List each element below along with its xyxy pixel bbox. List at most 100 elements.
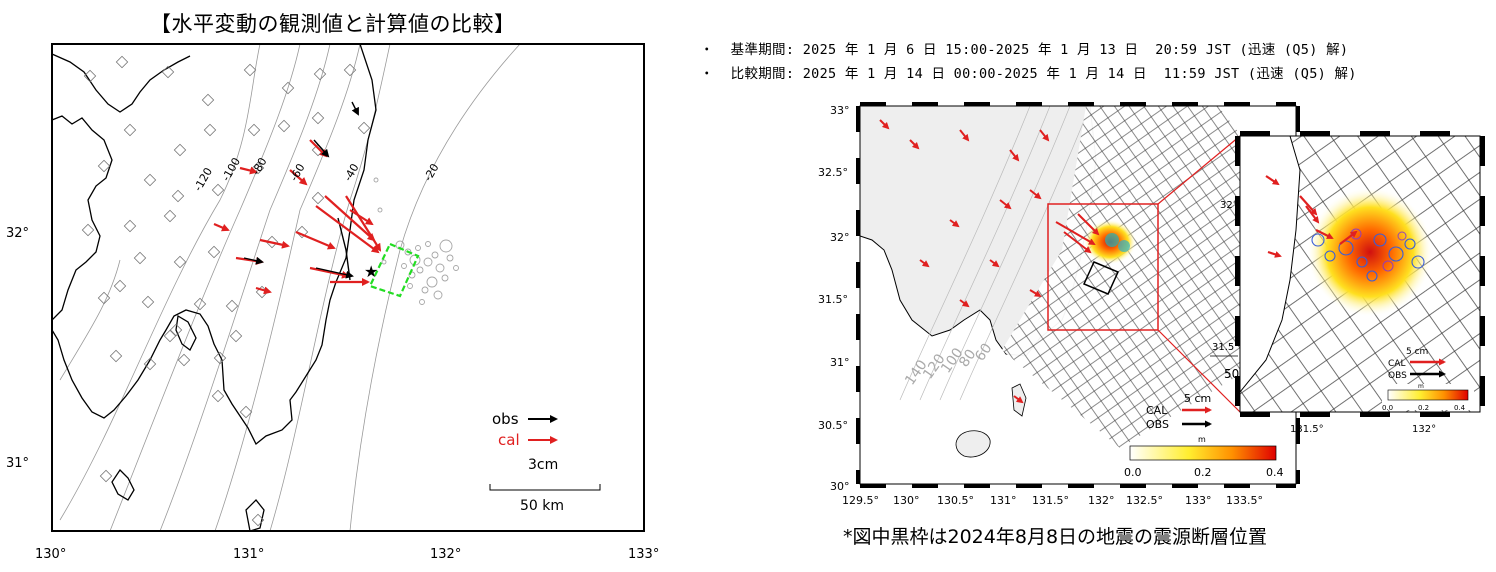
inset-slip	[1308, 188, 1432, 316]
y-tick: 30.5°	[818, 419, 848, 432]
station-marker	[143, 357, 157, 371]
figure-title: 【水平変動の観測値と計算値の比較】	[150, 12, 516, 36]
displacement-arrows	[213, 101, 382, 295]
fault-model-outline	[368, 242, 420, 298]
station-marker	[97, 291, 111, 305]
left-map-frame	[51, 43, 645, 532]
x-tick: 133°	[628, 547, 659, 562]
station-marker	[173, 255, 187, 269]
y-tick: 32°	[6, 226, 29, 241]
y-tick: 30°	[830, 480, 850, 493]
legend-cal-label: CAL	[1146, 404, 1168, 417]
station-marker	[177, 353, 191, 367]
y-tick: 32.5°	[818, 166, 848, 179]
contour-label: -40	[341, 161, 361, 183]
contour-lines	[59, 44, 521, 531]
y-tick: 31°	[6, 456, 29, 471]
right-map: 5 cm CAL OBS m 0.0 0.2 0.4 140 120 100 8…	[818, 102, 1485, 507]
station-marker	[207, 245, 221, 259]
station-marker	[229, 329, 243, 343]
colorbar	[1129, 445, 1277, 461]
station-marker	[133, 251, 147, 265]
station-marker	[251, 513, 265, 527]
station-marker	[357, 121, 371, 135]
station-marker	[243, 63, 257, 77]
subfault-grid	[1002, 106, 1296, 448]
y-tick: 31.5°	[818, 293, 848, 306]
station-marker	[311, 191, 325, 205]
contour-label: -20	[421, 161, 441, 183]
contour-label: -80	[249, 155, 269, 177]
station-marker	[193, 297, 207, 311]
station-marker	[281, 81, 295, 95]
fault-trace	[337, 217, 351, 281]
inset-colorbar-unit: m	[1418, 383, 1424, 390]
right-displacement-arrows	[879, 119, 1100, 404]
station-marker	[113, 279, 127, 293]
station-marker	[109, 349, 123, 363]
epicenter-star: ★	[364, 262, 378, 281]
distance-scale-label: 50 km	[520, 498, 564, 514]
x-tick: 130°	[893, 494, 920, 507]
station-marker	[311, 111, 325, 125]
inset-colorbar-tick: 0.2	[1418, 404, 1429, 412]
station-marker	[203, 123, 217, 137]
inset-colorbar	[1387, 389, 1469, 401]
station-marker	[211, 389, 225, 403]
legend-scale: 3cm	[528, 457, 558, 473]
station-marker	[277, 119, 291, 133]
aftershock-cluster	[373, 177, 459, 305]
right-contours	[899, 106, 1091, 401]
station-marker	[163, 329, 177, 343]
left-map: ★ -120 -100 -80 -60	[6, 43, 659, 562]
station-marker	[211, 183, 225, 197]
x-tick: 133°	[1185, 494, 1212, 507]
station-marker	[171, 189, 185, 203]
inset-x-tick: 131.5°	[1290, 424, 1324, 435]
y-tick: 33°	[830, 104, 850, 117]
x-tick: 132°	[1088, 494, 1115, 507]
reference-period: ・ 基準期間: 2025 年 1 月 6 日 15:00-2025 年 1 月 …	[700, 42, 1349, 58]
station-marker	[123, 123, 137, 137]
inset-legend-scale: 5 cm	[1406, 347, 1428, 357]
right-legend: 5 cm CAL OBS m 0.0 0.2 0.4	[1124, 392, 1284, 479]
fault-box	[1082, 261, 1120, 295]
station-marker	[97, 159, 111, 173]
station-marker	[143, 173, 157, 187]
colorbar-tick: 0.2	[1194, 466, 1212, 479]
station-marker	[115, 55, 129, 69]
legend-obs-label: OBS	[1146, 418, 1169, 431]
left-axis-labels: 130° 131° 132° 133° 32° 31°	[6, 226, 659, 562]
station-marker	[213, 351, 227, 365]
inset-y-tick: 32°	[1220, 200, 1238, 211]
x-tick: 130.5°	[937, 494, 974, 507]
contour-label: -60	[287, 161, 307, 183]
y-tick: 32°	[830, 231, 850, 244]
colorbar-tick: 0.4	[1266, 466, 1284, 479]
zoom-connector	[1157, 329, 1241, 413]
zoom-connector	[1157, 135, 1241, 205]
x-tick: 133.5°	[1226, 494, 1263, 507]
station-marker	[247, 123, 261, 137]
x-tick: 132°	[430, 547, 461, 562]
legend-cal-label: cal	[498, 431, 520, 449]
yakushima	[955, 430, 991, 458]
inset-arrows	[1265, 175, 1358, 258]
inset-aftershocks	[1311, 233, 1425, 282]
station-marker	[313, 67, 327, 81]
x-tick: 131°	[990, 494, 1017, 507]
station-marker	[225, 299, 239, 313]
station-marker	[83, 69, 97, 83]
station-marker	[169, 323, 183, 337]
inset-legend-obs: OBS	[1388, 371, 1407, 381]
station-marker	[161, 65, 175, 79]
zoom-box	[1047, 203, 1159, 331]
colorbar-unit: m	[1198, 435, 1206, 444]
x-tick: 129.5°	[842, 494, 879, 507]
inset-map: 5 cm CAL OBS m 0.0 0.2 0.4 32° 31.5° 50 …	[1210, 131, 1485, 435]
station-marker	[123, 219, 137, 233]
gnss-stations	[81, 55, 371, 527]
x-tick: 130°	[35, 547, 66, 562]
left-legend: obs cal 3cm 50 km	[489, 410, 601, 514]
station-marker	[201, 93, 215, 107]
